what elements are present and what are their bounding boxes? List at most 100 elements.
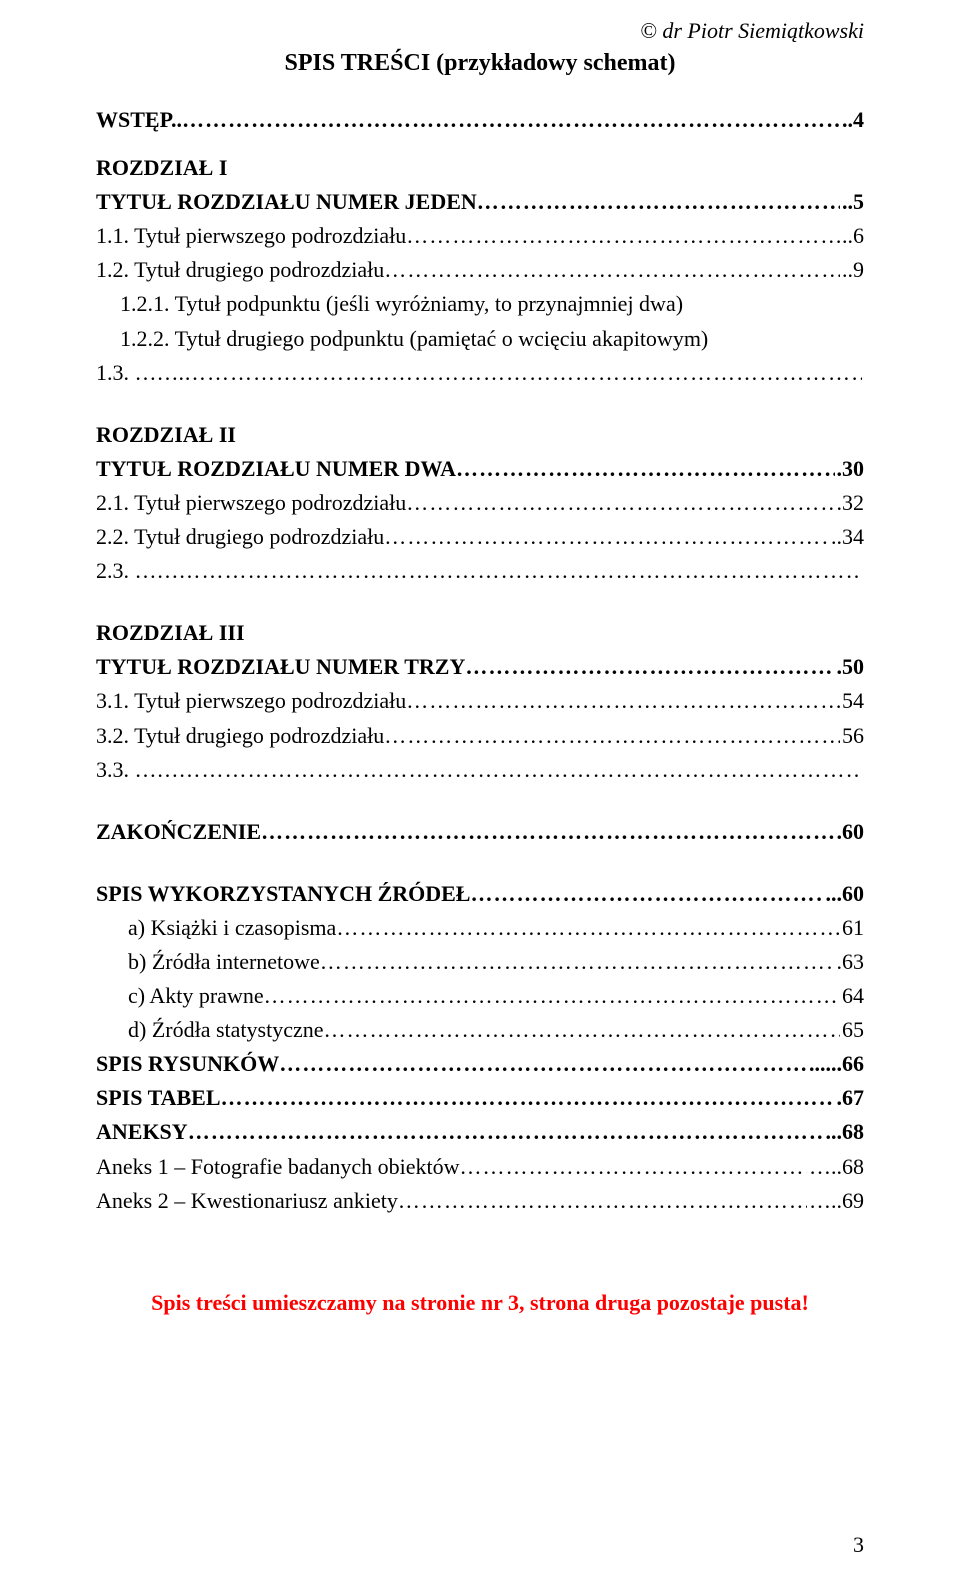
toc-label: b) Źródła internetowe	[128, 945, 320, 979]
toc-leader: ……………………………………………………………………………………………………………	[384, 719, 840, 753]
toc-leader: ……………………………………………………………………………………………………………	[324, 1013, 841, 1047]
toc-page: 65	[840, 1013, 864, 1047]
toc-page: ..5	[840, 185, 864, 219]
toc-page: ..6	[840, 219, 864, 253]
toc-row: ANEKSY……………………………………………………………………………………………	[96, 1115, 864, 1149]
toc-leader: ……………………………………………………………………………………………………………	[261, 815, 834, 849]
toc-label: Aneks 1 – Fotografie badanych obiektów	[96, 1150, 460, 1184]
toc-row: 3.1. Tytuł pierwszego podrozdziału…………………	[96, 684, 864, 718]
toc-leader: ……………………………………………………………………………………………………………	[465, 650, 834, 684]
page: © dr Piotr Siemiątkowski SPIS TREŚCI (pr…	[0, 0, 960, 1592]
toc-leader: ……………………………………………………………………………………………………………	[179, 753, 863, 787]
toc-label: 3.1. Tytuł pierwszego podrozdziału	[96, 684, 406, 718]
toc-row: SPIS WYKORZYSTANYCH ŹRÓDEŁ………………………………………	[96, 877, 864, 911]
toc-label: 1.1. Tytuł pierwszego podrozdziału	[96, 219, 406, 253]
toc-row: 2.2. Tytuł drugiego podrozdziału………………………	[96, 520, 864, 554]
toc-row: ZAKOŃCZENIE………………………………………………………………………………	[96, 815, 864, 849]
footer-note: Spis treści umieszczamy na stronie nr 3,…	[96, 1290, 864, 1316]
toc-label: SPIS TABEL	[96, 1081, 221, 1115]
toc-leader: ……………………………………………………………………………………………………………	[384, 520, 829, 554]
table-of-contents: WSTĘP..…………………………………………………………………………………………	[96, 103, 864, 1218]
toc-row: SPIS TABEL…………………………………………………………………………………	[96, 1081, 864, 1115]
toc-row: b) Źródła internetowe……………………………………………………	[96, 945, 864, 979]
toc-page: ...60	[824, 877, 865, 911]
toc-leader: ……………………………………………………………………………………………………………	[406, 486, 834, 520]
toc-leader: ……………………………………………………………………………………………………………	[470, 877, 823, 911]
toc-gap	[96, 137, 864, 151]
toc-leader: ……………………………………………………………………………………………………………	[406, 219, 840, 253]
toc-label: TYTUŁ ROZDZIAŁU NUMER TRZY	[96, 650, 465, 684]
toc-heading: ROZDZIAŁ III	[96, 616, 864, 650]
toc-row: TYTUŁ ROZDZIAŁU NUMER JEDEN……………………………………	[96, 185, 864, 219]
toc-page: .50	[835, 650, 865, 684]
toc-leader: ……………………………………………………………………………………………………………	[264, 979, 840, 1013]
toc-row: d) Źródła statystyczne…………………………………………………	[96, 1013, 864, 1047]
toc-row: 2.3. ………………………………………………………………………………………………	[96, 554, 864, 588]
toc-label: SPIS WYKORZYSTANYCH ŹRÓDEŁ	[96, 877, 470, 911]
toc-label: ANEKSY	[96, 1115, 188, 1149]
toc-row: 1.2. Tytuł drugiego podrozdziału………………………	[96, 253, 864, 287]
toc-row: 3.3. ………………………………………………………………………………………………	[96, 753, 864, 787]
toc-page: .32	[835, 486, 865, 520]
toc-page: ..9	[840, 253, 864, 287]
toc-label: 1.2. Tytuł drugiego podrozdziału	[96, 253, 384, 287]
author-line: © dr Piotr Siemiątkowski	[96, 18, 864, 44]
toc-row: 2.1. Tytuł pierwszego podrozdziału…………………	[96, 486, 864, 520]
toc-label: Aneks 2 – Kwestionariusz ankiety	[96, 1184, 398, 1218]
toc-label: 2.1. Tytuł pierwszego podrozdziału	[96, 486, 406, 520]
page-title: SPIS TREŚCI (przykładowy schemat)	[96, 50, 864, 77]
toc-heading: ROZDZIAŁ I	[96, 151, 864, 185]
toc-page: …..68	[807, 1150, 864, 1184]
toc-gap	[96, 390, 864, 418]
toc-label: 2.2. Tytuł drugiego podrozdziału	[96, 520, 384, 554]
toc-row: SPIS RYSUNKÓW…………………………………………………………………………	[96, 1047, 864, 1081]
toc-leader: ……………………………………………………………………………………………………………	[406, 684, 840, 718]
toc-gap	[96, 588, 864, 616]
toc-label: 1.2.1. Tytuł podpunktu (jeśli wyróżniamy…	[120, 287, 683, 321]
toc-page: ..4	[840, 103, 864, 137]
toc-leader: ……………………………………………………………………………………………………………	[179, 554, 863, 588]
toc-page: .67	[835, 1081, 865, 1115]
toc-row: TYTUŁ ROZDZIAŁU NUMER TRZY………………………………………	[96, 650, 864, 684]
toc-leader: ……………………………………………………………………………………………………………	[221, 1081, 835, 1115]
toc-leader: ……………………………………………………………………………………………………………	[477, 185, 840, 219]
toc-page: 61	[840, 911, 864, 945]
toc-page: .30	[835, 452, 865, 486]
toc-leader: ……………………………………………………………………………………………………………	[398, 1184, 807, 1218]
toc-label: 2.3. ……	[96, 554, 179, 588]
toc-label: 3.3. ……	[96, 753, 179, 787]
toc-row: c) Akty prawne………………………………………………………………………	[96, 979, 864, 1013]
toc-label: 1.3. …….	[96, 356, 184, 390]
toc-page: ......66	[807, 1047, 864, 1081]
toc-page: ...68	[824, 1115, 865, 1149]
toc-label: TYTUŁ ROZDZIAŁU NUMER JEDEN	[96, 185, 477, 219]
toc-label: 1.2.2. Tytuł drugiego podpunktu (pamięta…	[120, 322, 708, 356]
toc-label: TYTUŁ ROZDZIAŁU NUMER DWA	[96, 452, 456, 486]
toc-label: WSTĘP..	[96, 103, 182, 137]
toc-page: 64	[840, 979, 864, 1013]
toc-row: 3.2. Tytuł drugiego podrozdziału………………………	[96, 719, 864, 753]
toc-page: 56	[840, 719, 864, 753]
toc-row: 1.2.1. Tytuł podpunktu (jeśli wyróżniamy…	[96, 287, 864, 321]
toc-leader: ……………………………………………………………………………………………………………	[460, 1150, 807, 1184]
toc-leader: ……………………………………………………………………………………………………………	[384, 253, 840, 287]
toc-page: ..34	[829, 520, 864, 554]
toc-leader: ……………………………………………………………………………………………………………	[279, 1047, 807, 1081]
toc-page: …..69	[807, 1184, 864, 1218]
toc-gap	[96, 849, 864, 877]
toc-leader: ……………………………………………………………………………………………………………	[182, 103, 840, 137]
toc-label: 3.2. Tytuł drugiego podrozdziału	[96, 719, 384, 753]
toc-gap	[96, 787, 864, 815]
toc-label: SPIS RYSUNKÓW	[96, 1047, 279, 1081]
toc-row: 1.1. Tytuł pierwszego podrozdziału…………………	[96, 219, 864, 253]
toc-row: 1.3. …….………………………………………………………………………………………	[96, 356, 864, 390]
toc-leader: ……………………………………………………………………………………………………………	[336, 911, 840, 945]
toc-label: a) Książki i czasopisma	[128, 911, 336, 945]
toc-page: .63	[835, 945, 865, 979]
toc-row: TYTUŁ ROZDZIAŁU NUMER DWA…………………………………………	[96, 452, 864, 486]
toc-row: Aneks 2 – Kwestionariusz ankiety………………………	[96, 1184, 864, 1218]
toc-page: .60	[835, 815, 865, 849]
toc-leader: ……………………………………………………………………………………………………………	[320, 945, 835, 979]
toc-leader: ……………………………………………………………………………………………………………	[184, 356, 862, 390]
toc-leader: ……………………………………………………………………………………………………………	[456, 452, 835, 486]
